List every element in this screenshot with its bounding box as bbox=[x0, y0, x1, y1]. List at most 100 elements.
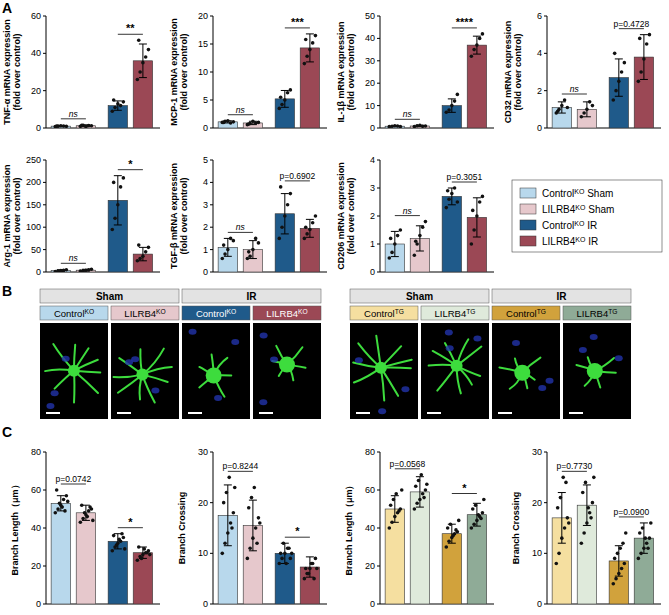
data-point bbox=[279, 552, 283, 556]
error-bar bbox=[583, 485, 591, 526]
nucleus bbox=[579, 347, 587, 353]
group-label-box bbox=[421, 306, 489, 320]
annotation: p=0.8244 bbox=[223, 461, 259, 471]
data-point bbox=[113, 216, 117, 220]
data-point bbox=[389, 503, 393, 507]
data-point bbox=[232, 120, 236, 124]
data-point bbox=[222, 121, 226, 125]
data-point bbox=[413, 253, 417, 257]
label-suffix: Sham bbox=[585, 204, 614, 215]
bar-chart: 0246CD32 mRNA expression(fold over contr… bbox=[503, 11, 661, 133]
error-bar bbox=[281, 90, 289, 107]
error-cap bbox=[640, 79, 648, 80]
nucleus bbox=[378, 408, 386, 414]
group-label-box bbox=[563, 306, 631, 320]
y-tick-label: 60 bbox=[31, 11, 41, 21]
error-cap bbox=[473, 36, 481, 37]
condition-label: IR bbox=[247, 291, 258, 302]
y-tick bbox=[377, 272, 380, 273]
data-point bbox=[115, 543, 119, 547]
y-tick-label: 1 bbox=[203, 245, 208, 255]
data-point bbox=[475, 519, 479, 523]
condition-label: Sham bbox=[406, 291, 433, 302]
error-bar bbox=[615, 546, 623, 576]
y-tick bbox=[210, 128, 213, 129]
micrograph bbox=[350, 323, 418, 419]
data-point bbox=[119, 185, 123, 189]
data-point bbox=[287, 546, 291, 550]
error-cap bbox=[224, 545, 232, 546]
error-cap bbox=[249, 500, 257, 501]
data-point bbox=[390, 521, 394, 525]
annotation: * bbox=[295, 525, 300, 537]
y-tick-label: 10 bbox=[532, 548, 542, 558]
label-base: LILRB4 bbox=[435, 308, 467, 319]
data-point bbox=[471, 209, 475, 213]
annotation: p=0.6902 bbox=[280, 171, 316, 181]
data-point bbox=[233, 486, 237, 490]
label-sup: KO bbox=[298, 308, 308, 315]
data-point bbox=[413, 507, 417, 511]
label-sup: TG bbox=[466, 308, 475, 315]
nucleus bbox=[270, 356, 278, 362]
y-tick bbox=[377, 160, 380, 161]
label-base: LILRB4 bbox=[542, 204, 576, 215]
data-point bbox=[582, 531, 586, 535]
error-cap bbox=[615, 576, 623, 577]
y-tick bbox=[377, 452, 380, 453]
error-bar bbox=[615, 59, 623, 96]
data-point bbox=[472, 48, 476, 52]
data-point bbox=[305, 232, 309, 236]
data-point bbox=[88, 505, 92, 509]
y-tick bbox=[377, 38, 380, 39]
data-point bbox=[83, 511, 87, 515]
label-base: Control bbox=[364, 308, 395, 319]
data-point bbox=[254, 237, 258, 241]
marks bbox=[218, 476, 319, 604]
bar-chart: 0102030Branch Crossingp=0.8244* bbox=[177, 447, 327, 609]
annotation: ns bbox=[69, 109, 79, 119]
data-point bbox=[226, 531, 230, 535]
panel-label: B bbox=[2, 283, 12, 299]
y-tick-label: 4 bbox=[203, 177, 208, 187]
panel-label: A bbox=[2, 0, 12, 16]
data-point bbox=[304, 567, 308, 571]
data-point bbox=[454, 528, 458, 532]
data-point bbox=[305, 55, 309, 59]
data-point bbox=[117, 538, 121, 542]
error-cap bbox=[448, 98, 456, 99]
data-point bbox=[289, 557, 293, 561]
y-axis-label: MCP-1 mRNA expression bbox=[169, 18, 179, 126]
scale-bar bbox=[117, 412, 131, 414]
image-background bbox=[563, 323, 631, 419]
data-point bbox=[422, 496, 426, 500]
data-point bbox=[474, 503, 478, 507]
y-tick bbox=[377, 604, 380, 605]
data-point bbox=[589, 516, 593, 520]
nucleus bbox=[260, 333, 268, 339]
data-point bbox=[220, 552, 224, 556]
y-axis-label: CD32 mRNA expression bbox=[503, 21, 513, 124]
data-point bbox=[611, 582, 615, 586]
data-point bbox=[648, 536, 652, 540]
error-line bbox=[451, 524, 452, 543]
marks bbox=[51, 488, 152, 604]
label-text: LILRB4KO IR bbox=[542, 236, 598, 248]
error-line bbox=[227, 485, 228, 546]
error-cap bbox=[391, 495, 399, 496]
y-tick bbox=[43, 204, 46, 205]
y-tick-label: 20 bbox=[31, 561, 41, 571]
label-text: LILRB4KO Sham bbox=[542, 204, 614, 216]
data-point bbox=[400, 488, 404, 492]
data-point bbox=[481, 32, 485, 36]
cell-body bbox=[587, 363, 603, 379]
data-point bbox=[470, 55, 474, 59]
data-point bbox=[308, 567, 312, 571]
data-point bbox=[122, 536, 126, 540]
y-tick bbox=[377, 105, 380, 106]
annotation: *** bbox=[291, 16, 305, 28]
y-tick-label: 3 bbox=[370, 183, 375, 193]
data-point bbox=[451, 534, 455, 538]
cell-body bbox=[136, 369, 148, 381]
legend-swatch bbox=[520, 204, 536, 214]
